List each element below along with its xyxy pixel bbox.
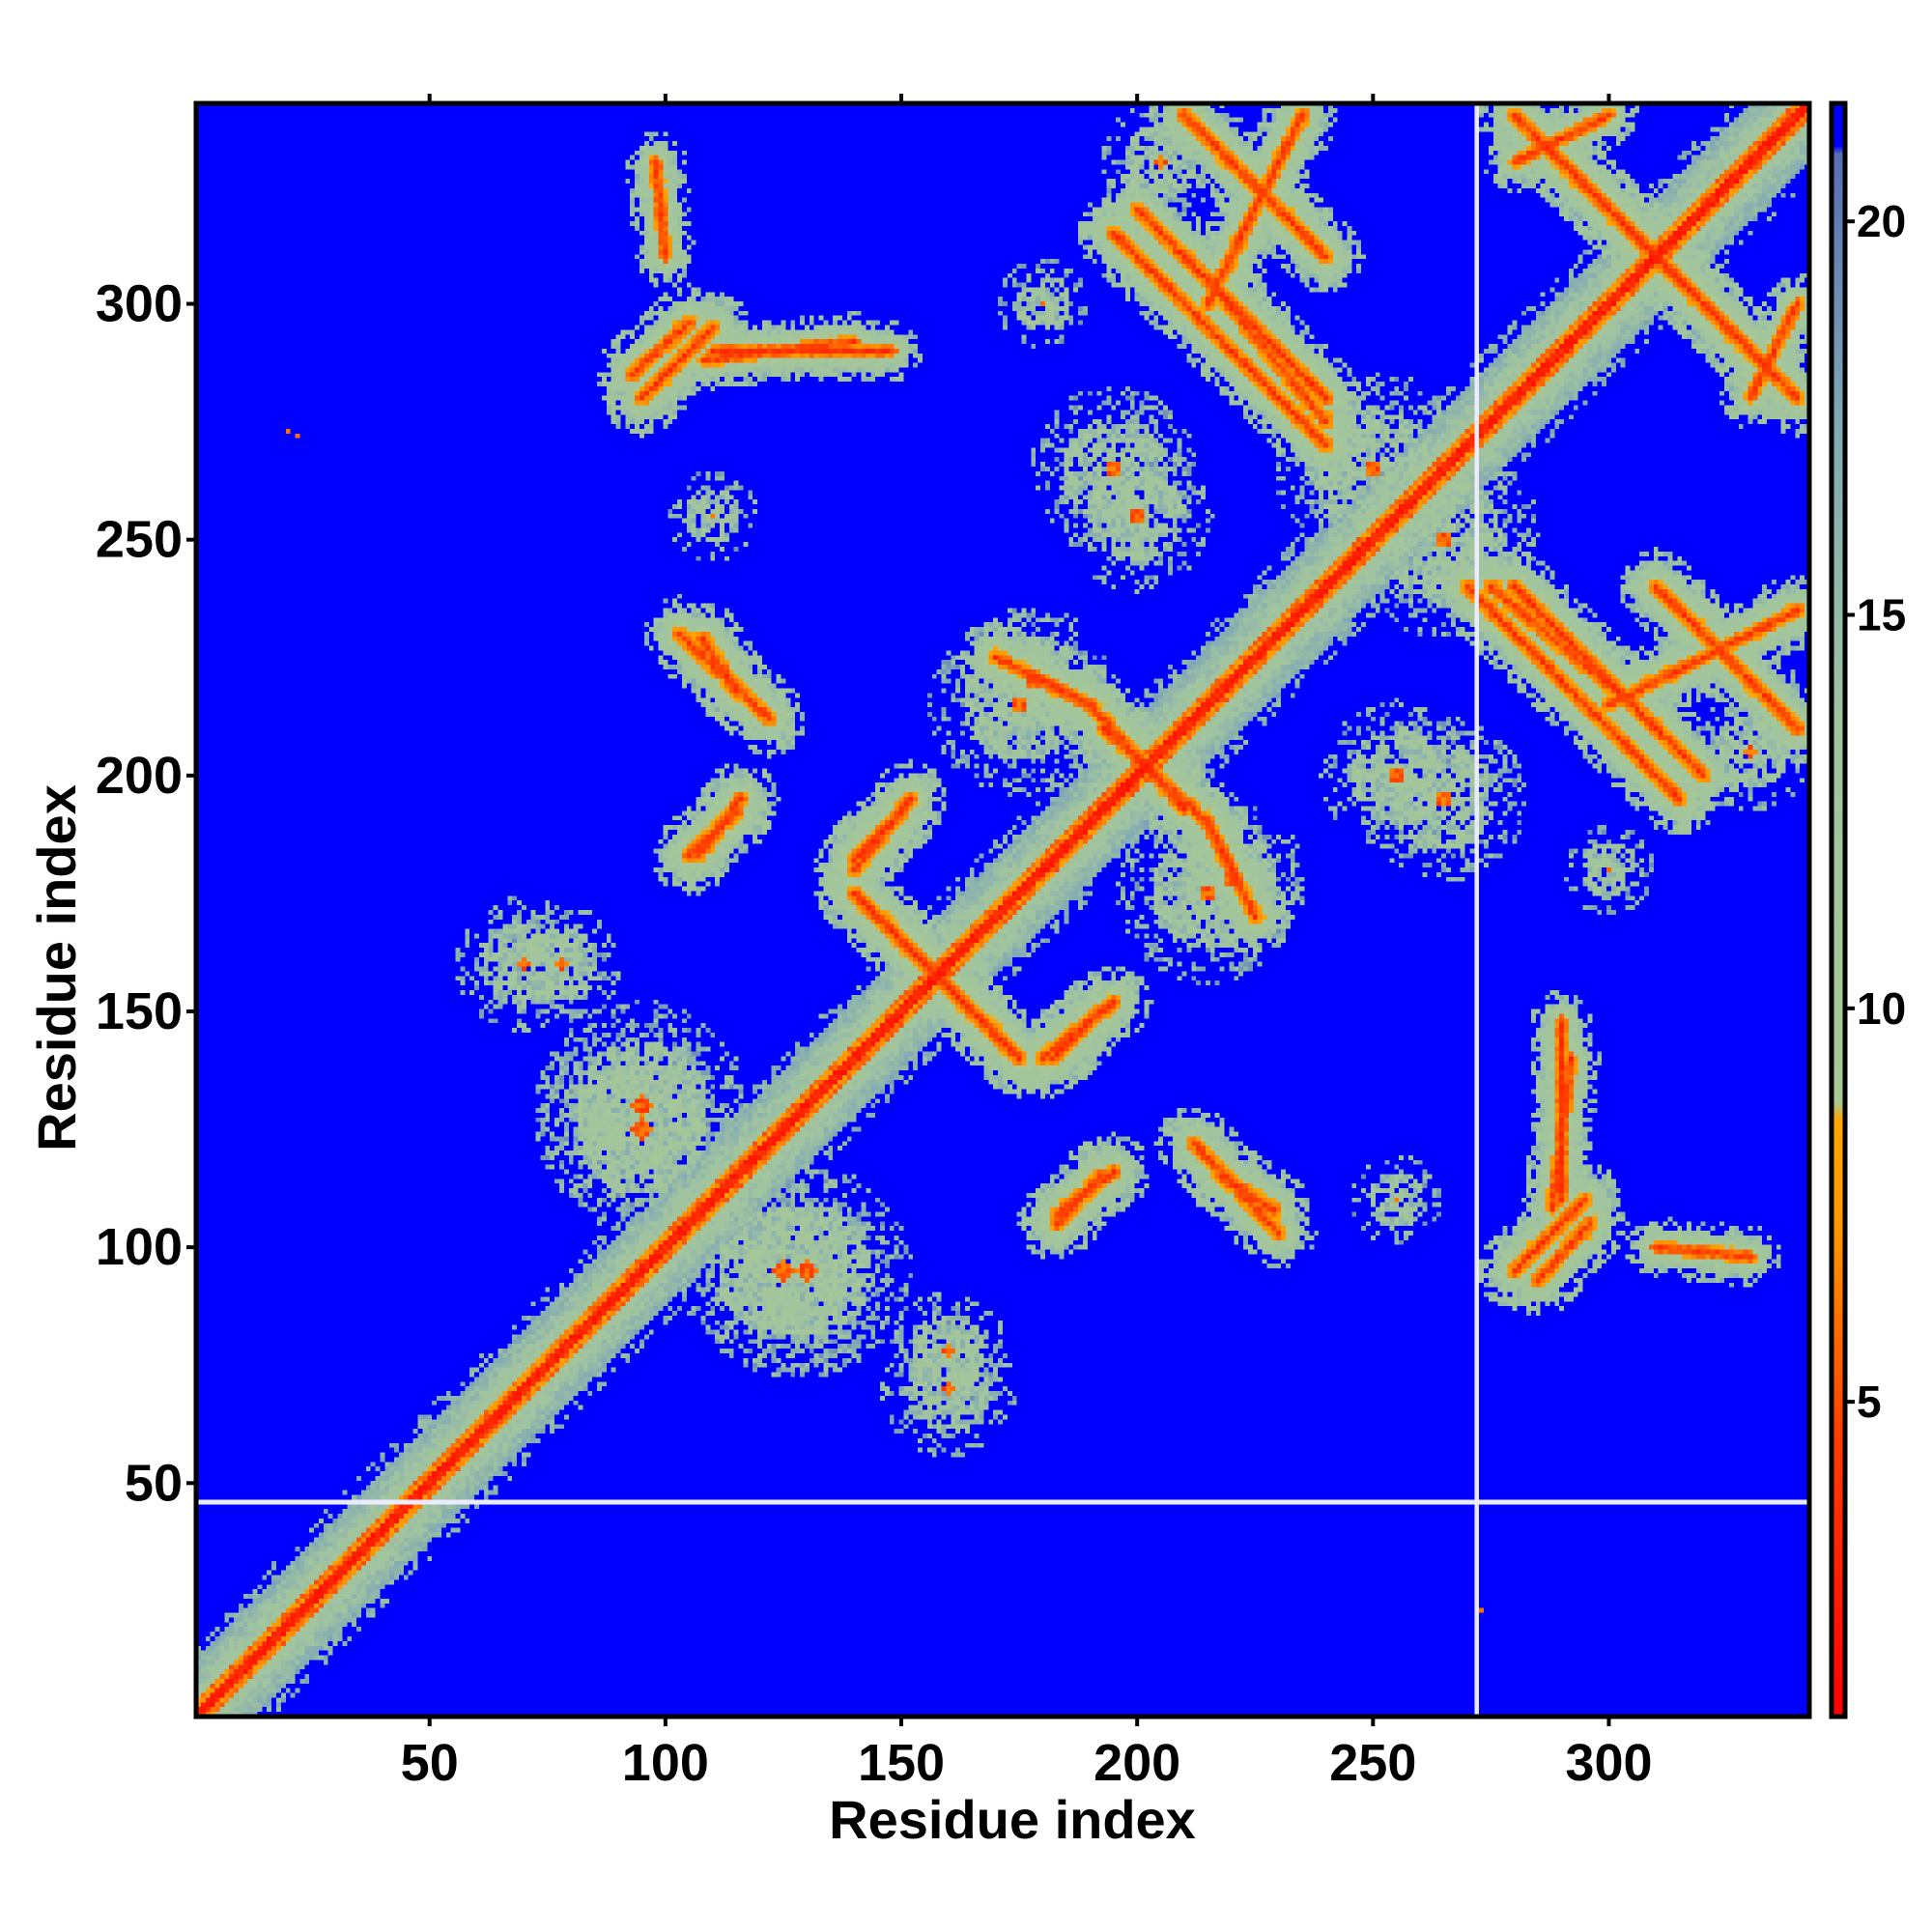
y-tick-label: 50 <box>125 1454 183 1512</box>
colorbar-frame <box>1829 100 1848 1719</box>
x-tick-label: 300 <box>1565 1734 1652 1792</box>
x-axis-title: Residue index <box>829 1789 1196 1850</box>
y-axis-ticks: 50 100 150 200 250 300 <box>96 275 196 1512</box>
x-tick-label: 50 <box>401 1734 459 1792</box>
x-tick-label: 150 <box>858 1734 945 1792</box>
colorbar-tick-label: 5 <box>1857 1377 1882 1427</box>
colorbar-tick-label: 10 <box>1857 983 1906 1034</box>
colorbar-tick-label: 20 <box>1857 196 1906 246</box>
x-tick-label: 200 <box>1094 1734 1180 1792</box>
plot-frame <box>193 100 1812 1719</box>
y-tick-label: 250 <box>96 511 183 569</box>
y-tick-label: 200 <box>96 747 183 805</box>
y-tick-label: 300 <box>96 275 183 333</box>
heatmap-cells <box>196 103 1809 1717</box>
x-tick-label: 250 <box>1329 1734 1416 1792</box>
colorbar-gradient <box>1832 103 1845 1717</box>
y-tick-label: 150 <box>96 982 183 1040</box>
x-axis-ticks: 50 100 150 200 250 300 <box>401 94 1653 1792</box>
colorbar-ticks: 5 10 15 20 <box>1845 196 1906 1427</box>
y-axis-title: Residue index <box>26 784 87 1151</box>
x-tick-label: 100 <box>622 1734 709 1792</box>
y-tick-label: 100 <box>96 1218 183 1276</box>
colorbar-tick-label: 15 <box>1857 590 1906 640</box>
